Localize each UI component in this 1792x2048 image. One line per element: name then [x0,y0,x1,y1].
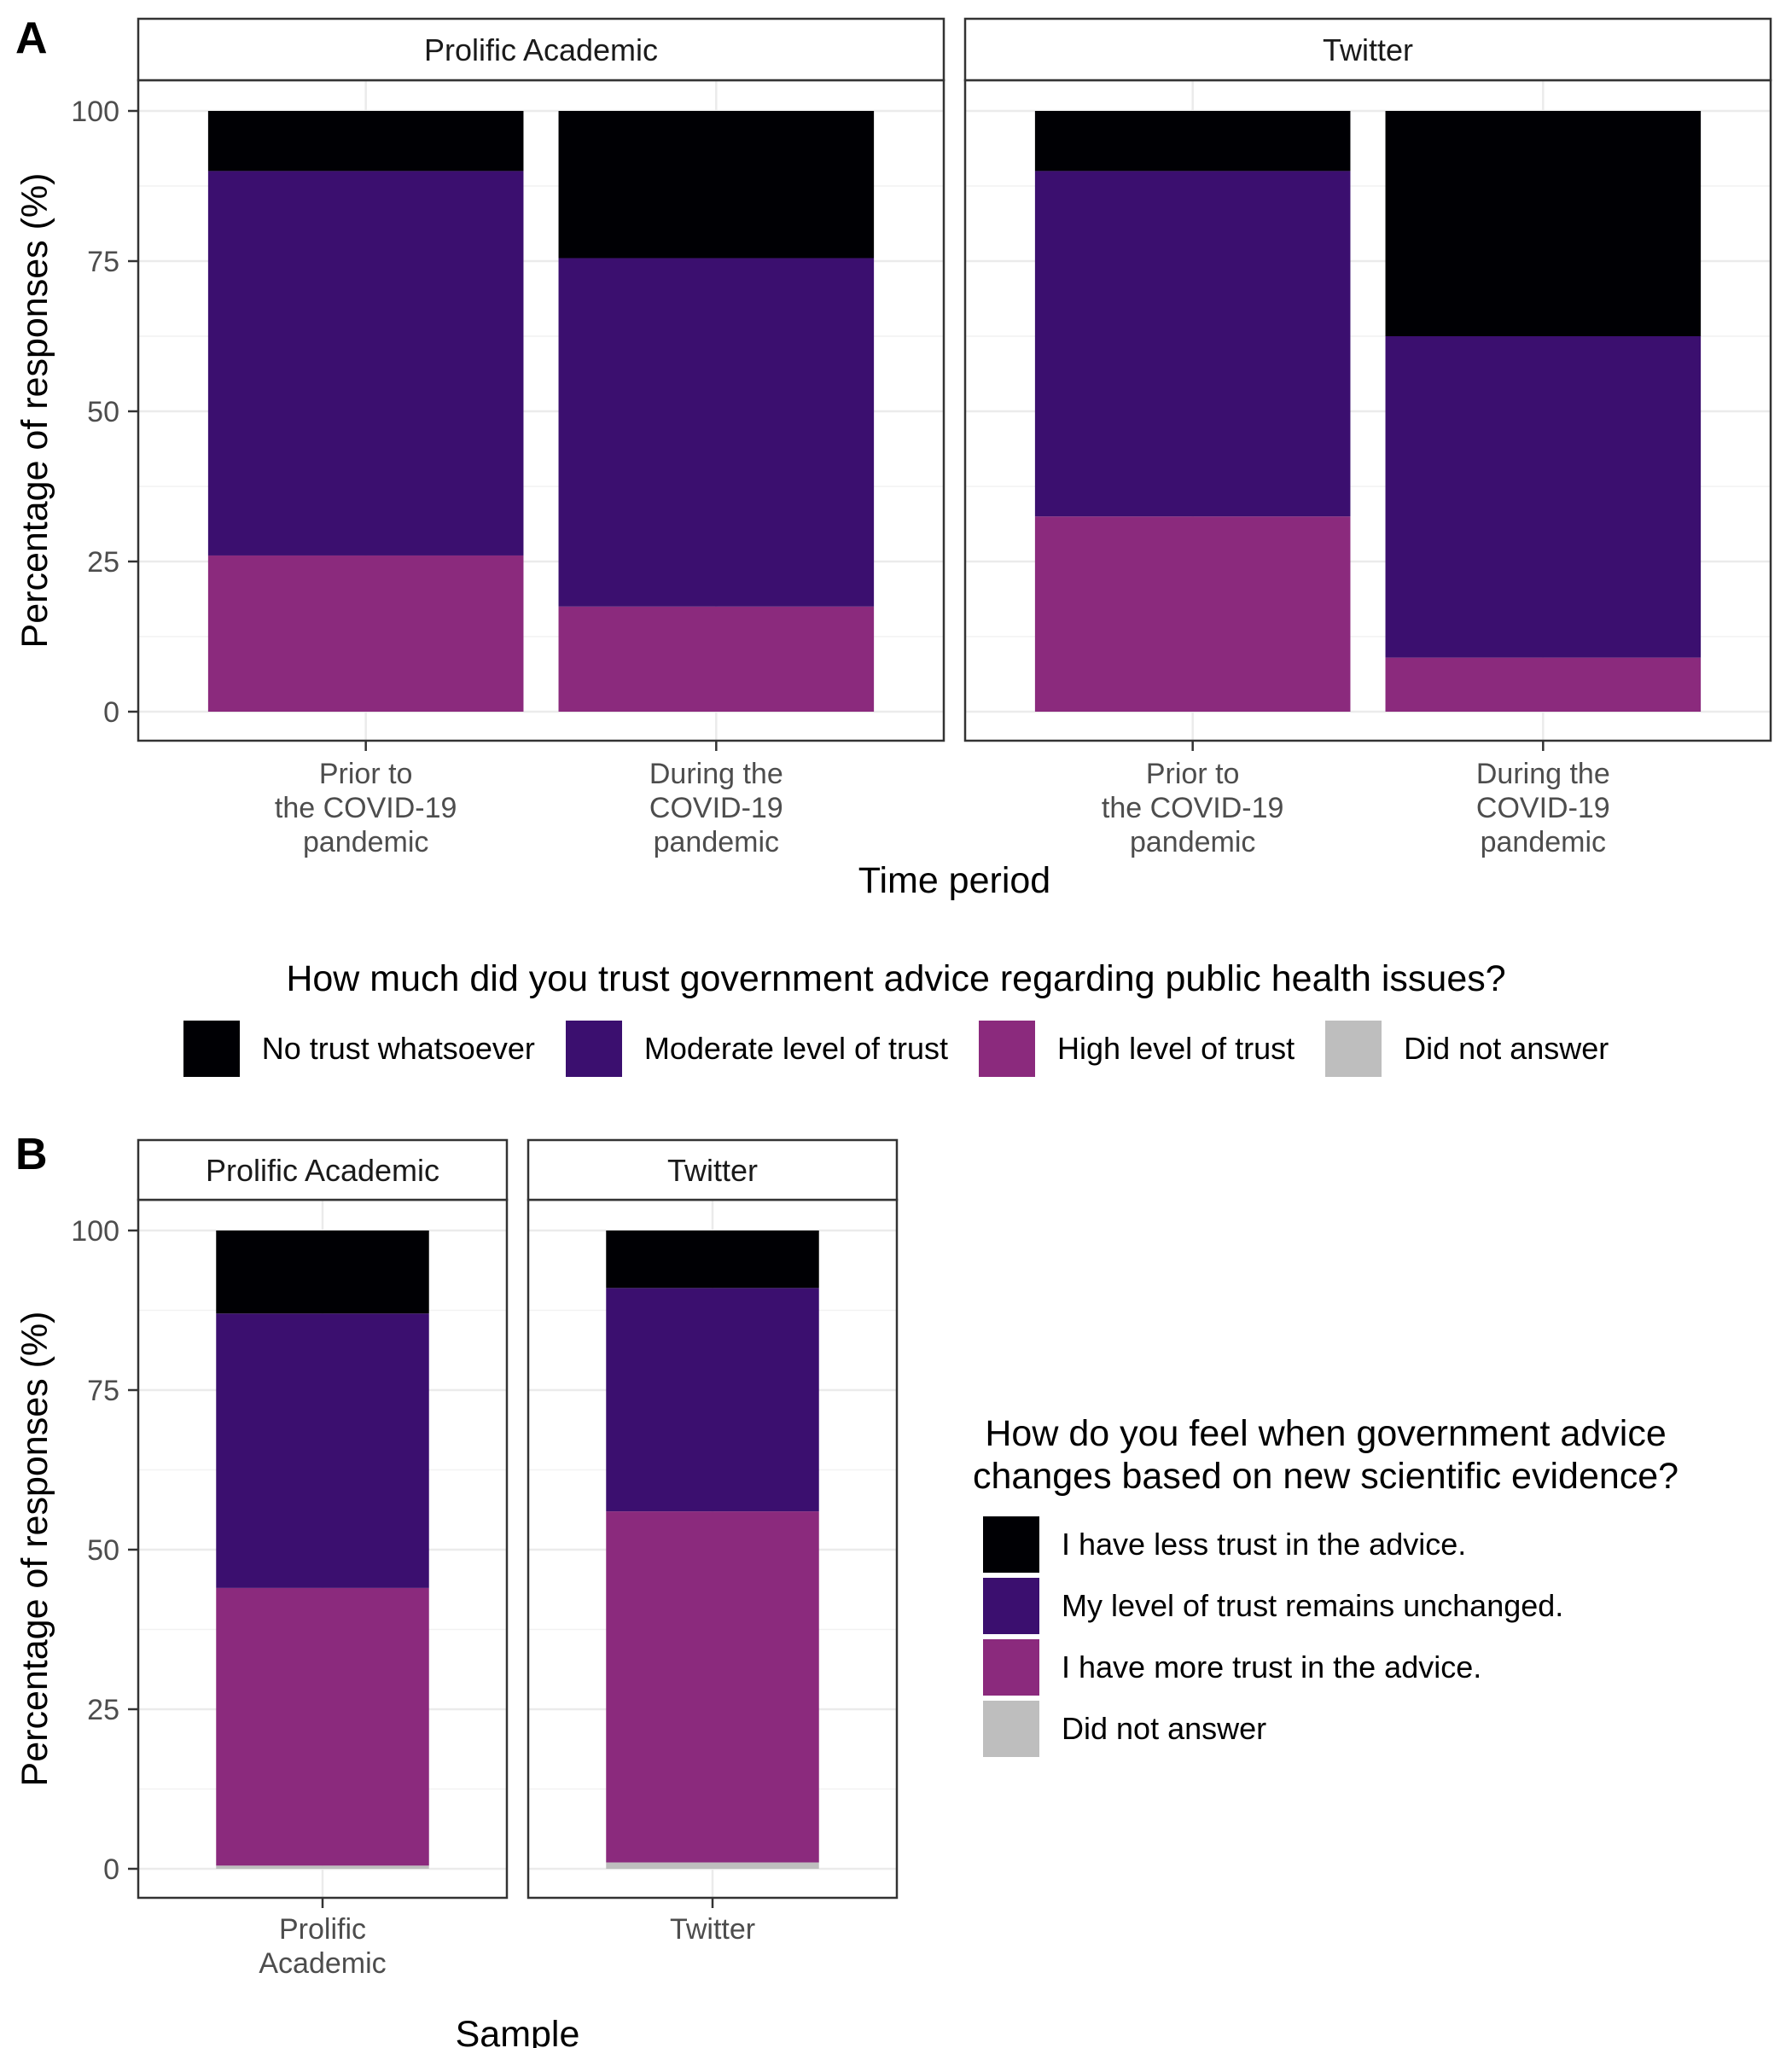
legend-label-did-not-answer: Did not answer [1404,1031,1609,1066]
legend-swatch-unchanged [983,1578,1039,1634]
x-tick-label-1-prolific-academic-prolific-academic: Prolific Academic [259,1913,386,1980]
bar-1-prolific-academic-prolific-academic-i-have-less-trust-in-the-advice [216,1231,429,1314]
bar-0-prolific-academic-prior-to-the-covid-19-pandemic-moderate-level-of-trust [207,171,524,556]
legend-item-b-did-not-answer: Did not answer [983,1701,1679,1757]
x-tick-label-0-twitter-prior-to-the-covid-19-pandemic: Prior to the COVID-19 pandemic [1102,758,1284,858]
legend-swatch-more-trust [983,1639,1039,1696]
legend-label-no-trust: No trust whatsoever [261,1031,535,1066]
legend-swatch-high-trust [979,1021,1036,1077]
strip-label-0-twitter: Twitter [1323,32,1413,67]
strip-0-twitter [963,17,1772,82]
panel-b-legend-title: How do you feel when government advice c… [973,1413,1679,1497]
bar-0-twitter-during-the-covid-19-pandemic-no-trust-whatsoever [1385,111,1702,336]
strip-label-1-prolific-academic: Prolific Academic [206,1153,439,1188]
legend-item-less-trust: I have less trust in the advice. [983,1516,1679,1573]
x-tick-label-0-twitter-during-the-covid-19-pandemic: During the COVID-19 pandemic [1476,758,1610,858]
y-axis-title-0: Percentage of responses (%) [15,173,55,649]
strip-1-prolific-academic [137,1138,509,1201]
legend-label-less-trust: I have less trust in the advice. [1062,1527,1467,1562]
legend-item-more-trust: I have more trust in the advice. [983,1639,1679,1696]
x-tick-label-0-prolific-academic-prior-to-the-covid-19-pandemic: Prior to the COVID-19 pandemic [275,758,457,858]
bar-0-twitter-during-the-covid-19-pandemic-moderate-level-of-trust [1385,336,1702,658]
y-tick-label-1-0: 0 [103,1853,119,1886]
x-tick-label-0-prolific-academic-during-the-covid-19-pandemic: During the COVID-19 pandemic [649,758,783,858]
bar-1-twitter-twitter-my-level-of-trust-remains-unchanged [606,1288,819,1512]
y-tick-label-1-50: 50 [87,1534,119,1567]
bar-0-twitter-during-the-covid-19-pandemic-high-level-of-trust [1385,657,1702,712]
bar-0-prolific-academic-during-the-covid-19-pandemic-no-trust-whatsoever [558,111,875,259]
bar-1-twitter-twitter-i-have-less-trust-in-the-advice [606,1231,819,1289]
bar-0-twitter-prior-to-the-covid-19-pandemic-moderate-level-of-trust [1034,171,1351,517]
bar-1-prolific-academic-prolific-academic-my-level-of-trust-remains-unchanged [216,1313,429,1588]
strip-label-0-prolific-academic: Prolific Academic [424,32,658,67]
panel-b-legend-items: I have less trust in the advice. My leve… [983,1516,1679,1757]
strip-0-prolific-academic [137,17,945,82]
y-tick-label-1-100: 100 [71,1215,119,1248]
legend-swatch-less-trust [983,1516,1039,1573]
legend-label-unchanged: My level of trust remains unchanged. [1062,1588,1564,1623]
x-axis-title-1: Sample [456,2014,580,2048]
legend-swatch-did-not-answer [1325,1021,1382,1077]
y-tick-label-0-50: 50 [87,396,119,428]
bar-1-prolific-academic-prolific-academic-i-have-more-trust-in-the-advice [216,1587,429,1866]
panel-a-legend-title: How much did you trust government advice… [286,958,1506,999]
legend-swatch-b-did-not-answer [983,1701,1039,1757]
bar-1-prolific-academic-prolific-academic-did-not-answer [216,1865,429,1869]
legend-item-high-trust: High level of trust [979,1021,1295,1077]
legend-label-b-did-not-answer: Did not answer [1062,1711,1267,1746]
bar-0-twitter-prior-to-the-covid-19-pandemic-high-level-of-trust [1034,516,1351,712]
panel-b-legend: How do you feel when government advice c… [973,1412,1679,1762]
y-tick-label-0-100: 100 [71,96,119,128]
y-axis-title-1: Percentage of responses (%) [15,1312,55,1787]
bar-0-prolific-academic-during-the-covid-19-pandemic-high-level-of-trust [558,606,875,712]
strip-1-twitter [527,1138,899,1201]
legend-item-no-trust: No trust whatsoever [183,1021,535,1077]
panel-b-tag: B [15,1130,48,1179]
x-axis-title-0: Time period [858,860,1050,901]
legend-item-did-not-answer: Did not answer [1325,1021,1609,1077]
legend-label-moderate-trust: Moderate level of trust [643,1031,949,1066]
panel-a-legend: How much did you trust government advice… [0,957,1792,1077]
legend-label-high-trust: High level of trust [1057,1031,1295,1066]
bar-1-twitter-twitter-i-have-more-trust-in-the-advice [606,1511,819,1863]
y-tick-label-1-75: 75 [87,1375,119,1407]
panel-b-plot: Prolific Academic Prolific Academic Twitter… [15,1138,899,2048]
legend-item-unchanged: My level of trust remains unchanged. [983,1578,1679,1634]
legend-swatch-moderate-trust [565,1021,622,1077]
bar-1-twitter-twitter-did-not-answer [606,1862,819,1869]
bar-0-twitter-prior-to-the-covid-19-pandemic-no-trust-whatsoever [1034,111,1351,172]
panel-a-tag: A [15,14,48,63]
strip-label-1-twitter: Twitter [667,1153,758,1188]
legend-label-more-trust: I have more trust in the advice. [1062,1649,1482,1684]
panel-a-legend-items: No trust whatsoever Moderate level of tr… [0,1021,1792,1077]
legend-swatch-no-trust [183,1021,240,1077]
bar-0-prolific-academic-during-the-covid-19-pandemic-moderate-level-of-trust [558,258,875,607]
x-tick-label-1-twitter-twitter: Twitter [670,1913,755,1946]
bar-0-prolific-academic-prior-to-the-covid-19-pandemic-no-trust-whatsoever [207,111,524,172]
legend-item-moderate-trust: Moderate level of trust [565,1021,949,1077]
y-tick-label-1-25: 25 [87,1694,119,1726]
panel-a-plot: Prolific Academic Prior to the COVID-19 pan… [15,17,1772,901]
bar-0-prolific-academic-prior-to-the-covid-19-pandemic-high-level-of-trust [207,555,524,712]
y-tick-label-0-25: 25 [87,546,119,579]
y-tick-label-0-0: 0 [103,696,119,729]
y-tick-label-0-75: 75 [87,246,119,278]
